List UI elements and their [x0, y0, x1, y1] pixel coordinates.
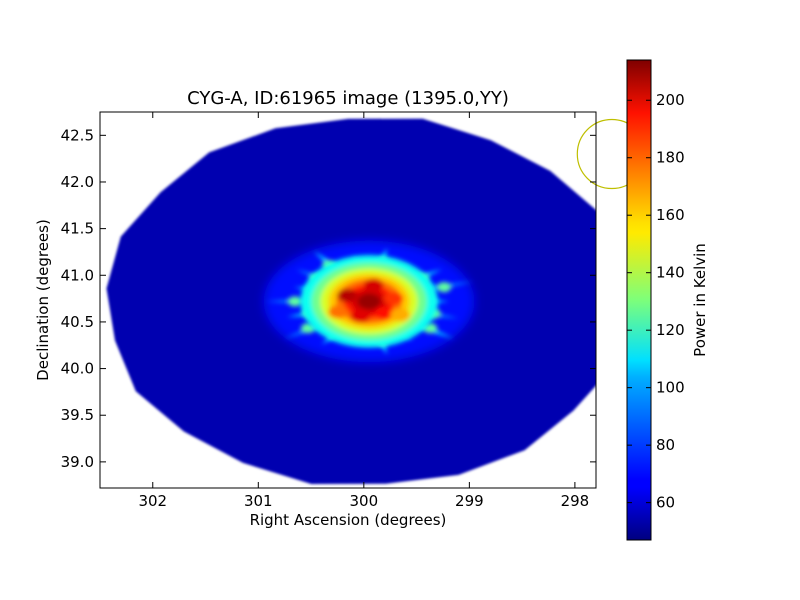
colorbar-tick-label: 80 — [656, 436, 675, 454]
colorbar-tick-label: 200 — [656, 91, 685, 109]
y-tick-label: 39.5 — [61, 406, 94, 424]
x-axis-ticks: 302 301 300 299 298 — [138, 112, 589, 510]
y-tick-label: 40.0 — [61, 360, 94, 378]
x-tick-label: 301 — [244, 492, 273, 510]
colorbar-tick-label: 160 — [656, 206, 685, 224]
y-tick-label: 41.0 — [61, 266, 94, 284]
colorbar-tick-label: 120 — [656, 321, 685, 339]
y-axis-label: Declination (degrees) — [34, 219, 52, 381]
x-tick-label: 299 — [455, 492, 484, 510]
y-axis-ticks: 39.0 39.5 40.0 40.5 41.0 41.5 42.0 42.5 — [61, 126, 596, 471]
source-hotspot — [363, 278, 384, 292]
x-tick-label: 298 — [561, 492, 590, 510]
y-tick-label: 41.5 — [61, 220, 94, 238]
y-tick-label: 40.5 — [61, 313, 94, 331]
source-hotspot — [328, 305, 348, 319]
chart-title: CYG-A, ID:61965 image (1395.0,YY) — [187, 88, 509, 109]
colorbar-label: Power in Kelvin — [691, 243, 709, 357]
y-tick-label: 39.0 — [61, 453, 94, 471]
source-spoke-knot — [437, 282, 452, 293]
source-hotspot — [374, 306, 395, 320]
source-spoke-knot — [287, 296, 302, 307]
y-tick-label: 42.5 — [61, 126, 94, 144]
source-hotspot — [350, 309, 370, 323]
colorbar-tick-label: 60 — [656, 494, 675, 512]
source-core-level — [357, 293, 381, 310]
source-hotspot — [390, 308, 410, 322]
plot-frame — [99, 111, 597, 489]
colorbar-ticks: 60 80 100 120 140 160 180 200 — [627, 91, 685, 512]
x-tick-label: 302 — [138, 492, 167, 510]
colorbar: 60 80 100 120 140 160 180 200 Power in Kelvin — [626, 59, 709, 541]
source-core — [300, 255, 438, 348]
colorbar-tick-label: 180 — [656, 149, 685, 167]
colorbar-gradient — [627, 60, 651, 540]
heatmap-image — [106, 118, 596, 484]
source-hotspot — [337, 288, 357, 302]
x-tick-label: 300 — [350, 492, 379, 510]
y-tick-label: 42.0 — [61, 173, 94, 191]
source-hotspot — [383, 291, 404, 305]
colorbar-tick-label: 100 — [656, 379, 685, 397]
colorbar-tick-label: 140 — [656, 264, 685, 282]
source-emission — [263, 240, 475, 363]
x-axis-label: Right Ascension (degrees) — [250, 511, 447, 529]
plot-area — [99, 111, 647, 489]
colorbar-frame — [626, 59, 652, 541]
